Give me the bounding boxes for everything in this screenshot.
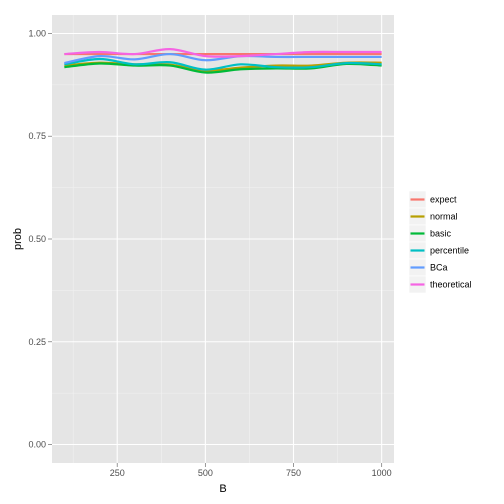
legend-label: percentile	[430, 246, 469, 256]
y-axis: 0.00 0.25 0.50 0.75 1.00	[28, 28, 52, 450]
series-line-theoretical	[64, 48, 382, 58]
legend-label: basic	[430, 229, 452, 239]
x-axis-title: B	[219, 483, 226, 495]
y-tick-label: 0.75	[28, 131, 46, 141]
y-tick-label: 0.00	[28, 440, 46, 450]
x-tick-label: 500	[198, 468, 213, 478]
legend-label: BCa	[430, 263, 448, 273]
legend: expect normal basic percentile BCa theoretica…	[408, 190, 472, 294]
x-axis: 250 500 750 1000	[110, 463, 392, 478]
x-tick-label: 250	[110, 468, 125, 478]
grid-major	[52, 15, 394, 463]
series-line-percentile	[64, 57, 382, 71]
x-tick-label: 750	[286, 468, 301, 478]
y-axis-title: prob	[12, 228, 24, 250]
legend-label: normal	[430, 212, 458, 222]
y-tick-label: 0.25	[28, 337, 46, 347]
y-tick-label: 1.00	[28, 28, 46, 38]
legend-label: expect	[430, 195, 457, 205]
x-tick-label: 1000	[372, 468, 392, 478]
y-tick-label: 0.50	[28, 234, 46, 244]
series-lines	[64, 48, 382, 74]
legend-label: theoretical	[430, 280, 472, 290]
series-line-bca	[64, 52, 382, 65]
